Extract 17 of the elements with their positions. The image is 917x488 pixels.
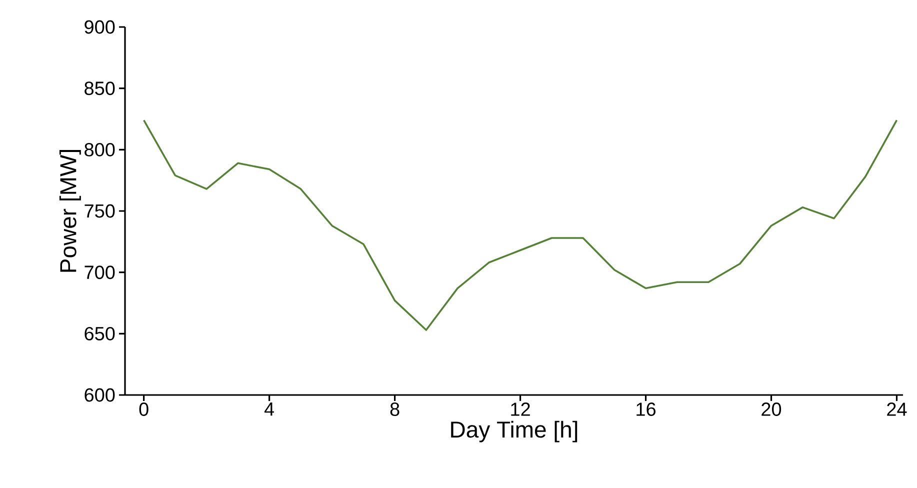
x-tick-label: 24	[887, 402, 907, 416]
x-tick-label: 8	[390, 402, 400, 416]
x-axis-title: Day Time [h]	[451, 420, 578, 442]
x-tick-label: 4	[264, 402, 274, 416]
y-tick-label: 650	[84, 326, 115, 340]
y-tick-label: 850	[84, 82, 115, 96]
y-tick-label: 800	[84, 142, 115, 156]
y-tick-label: 750	[84, 204, 115, 218]
line-series	[142, 119, 898, 331]
y-tick-label: 900	[84, 20, 115, 34]
y-axis-title: Power [MW]	[59, 150, 81, 272]
x-tick-label: 20	[762, 402, 782, 416]
x-tick-label: 0	[139, 402, 148, 416]
y-tick-label: 600	[84, 388, 115, 402]
x-tick-label: 16	[636, 402, 656, 416]
x-tick-label: 12	[511, 402, 530, 416]
y-tick-label: 700	[84, 266, 115, 280]
